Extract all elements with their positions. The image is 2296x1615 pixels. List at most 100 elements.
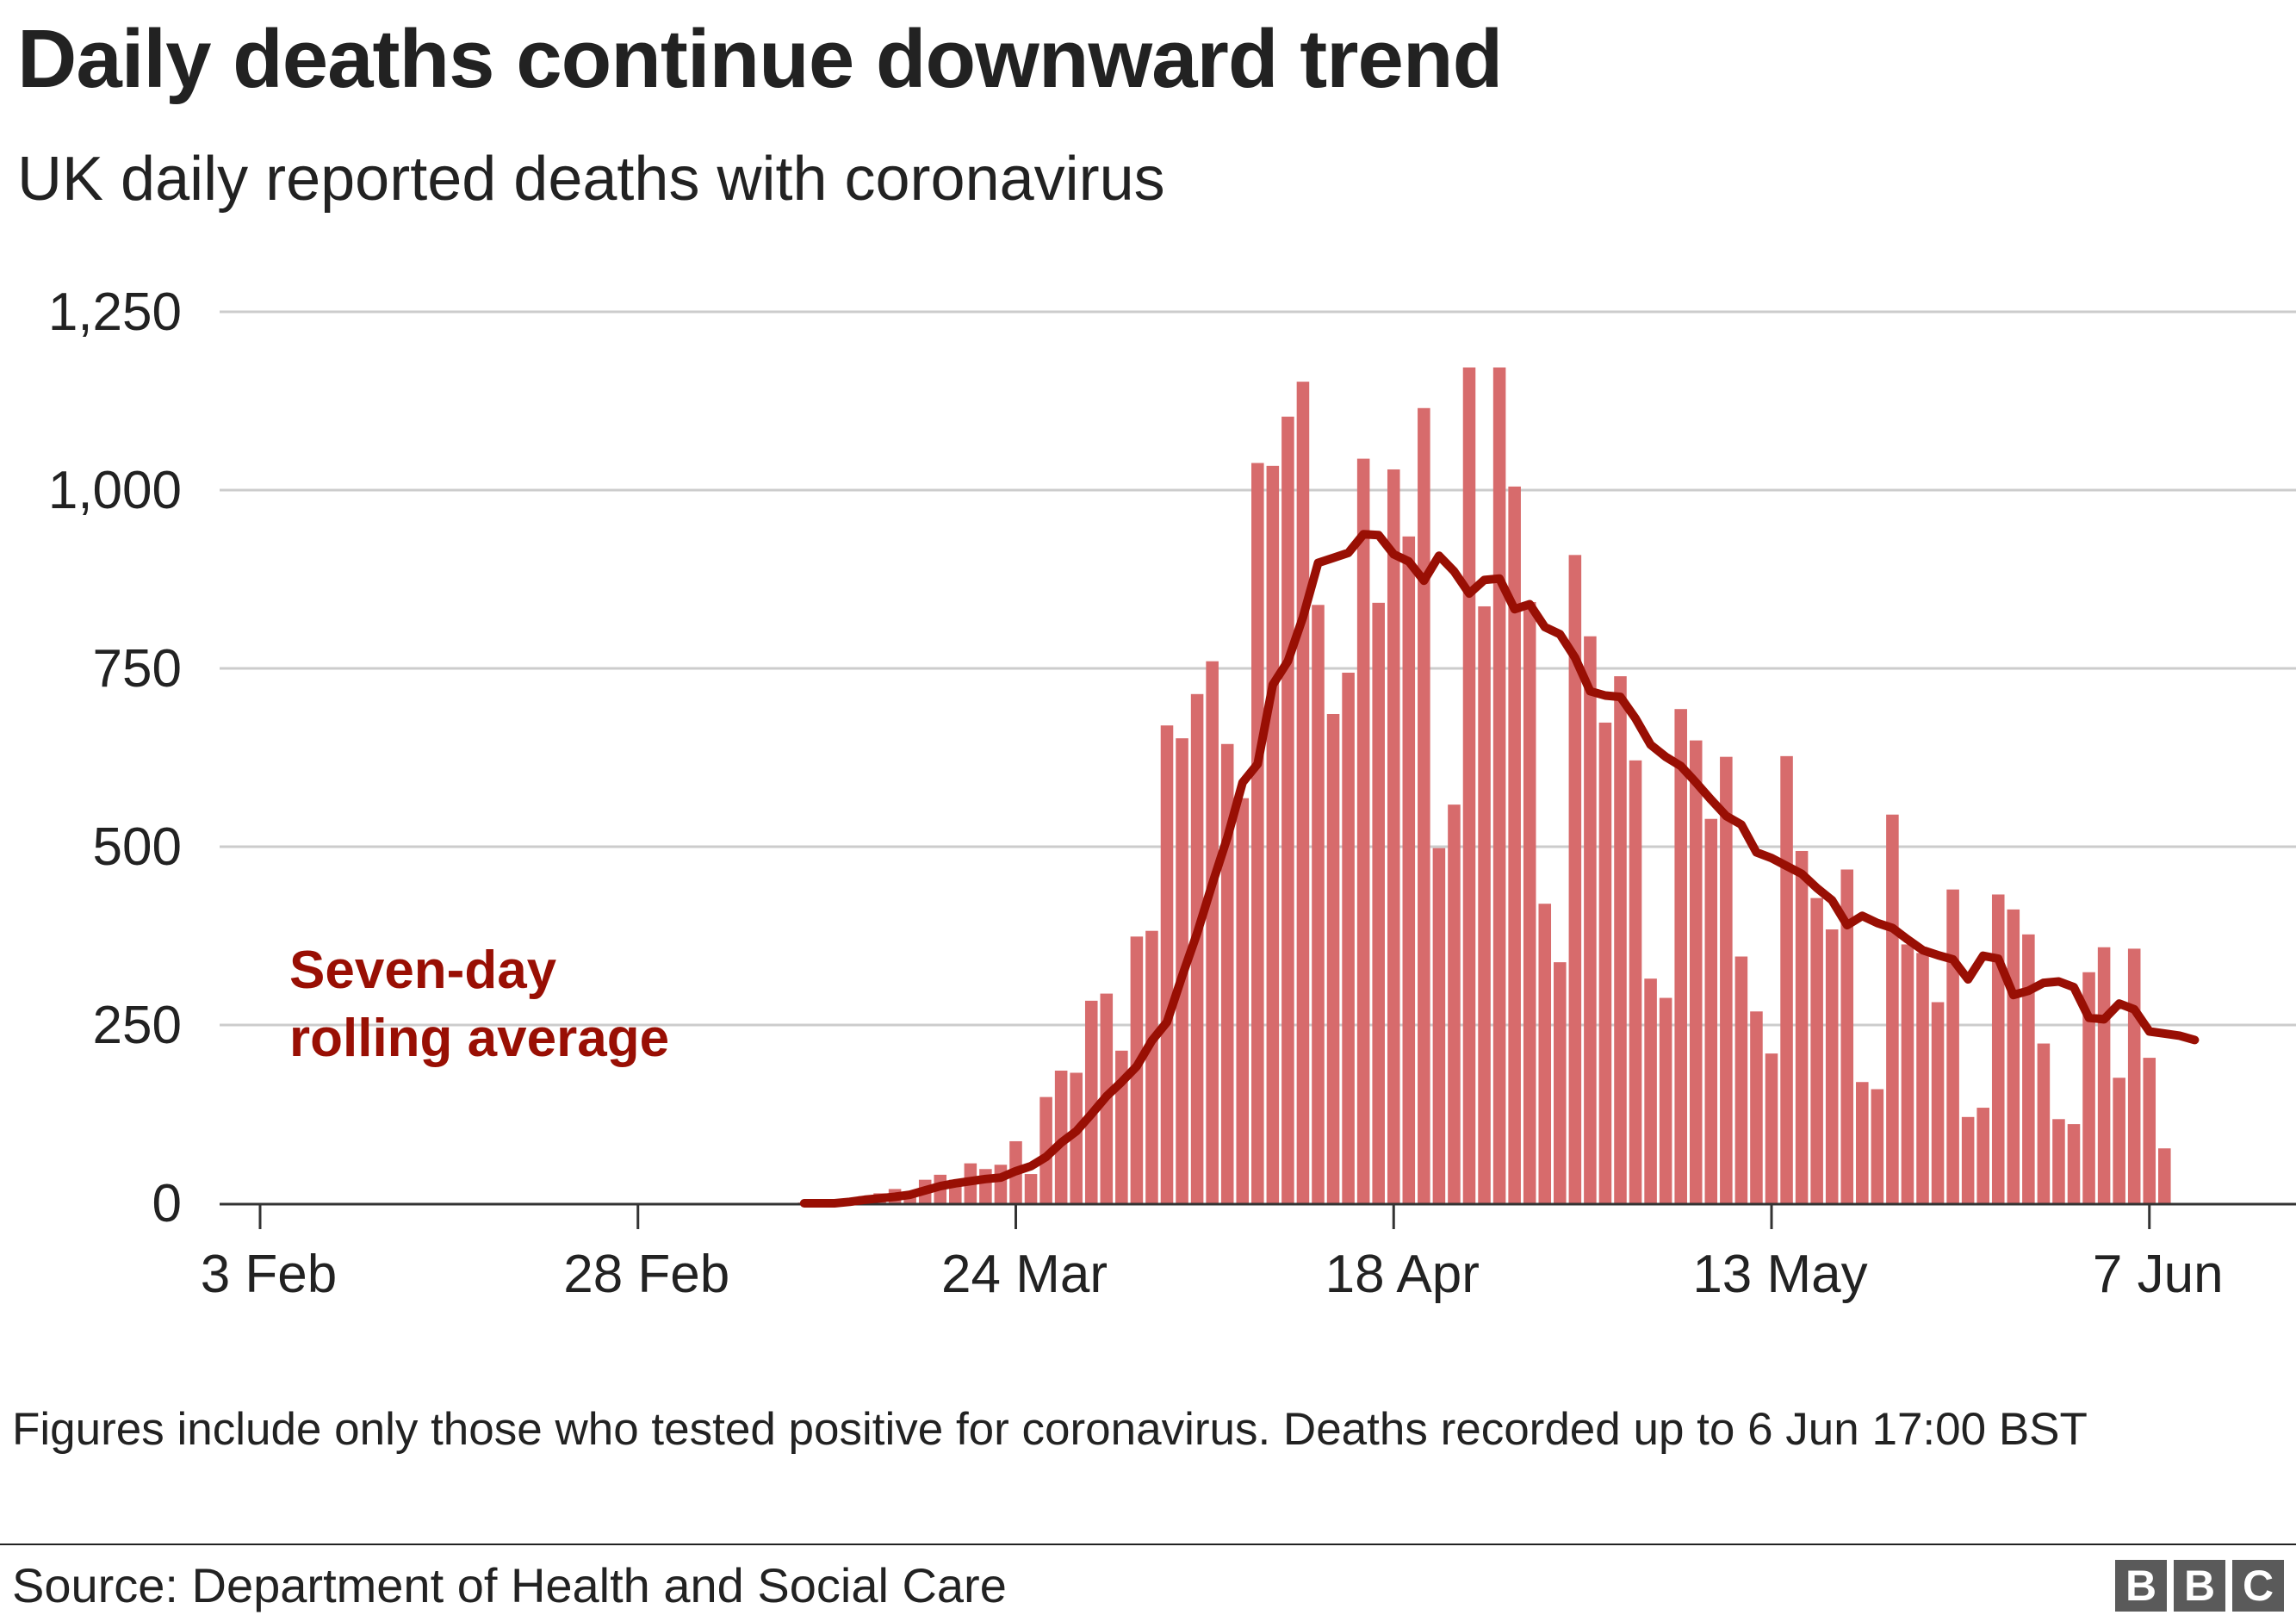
bar	[1296, 382, 1310, 1203]
bbc-logo-letter: B	[2115, 1560, 2167, 1612]
x-tick-label: 18 Apr	[1325, 1245, 1480, 1304]
bar	[1720, 756, 1733, 1203]
bbc-logo: B B C	[2115, 1560, 2284, 1612]
source-divider	[0, 1544, 2296, 1545]
chart-plot: 0 250 500 750 1,000 1,250 3 Feb 28 Feb 24 Mar 18…	[48, 283, 2296, 1304]
bar	[1568, 555, 1582, 1203]
bar	[1765, 1053, 1778, 1203]
y-tick-label: 0	[152, 1174, 182, 1233]
bar	[1402, 536, 1416, 1203]
bar	[2007, 909, 2020, 1203]
bar	[1070, 1072, 1083, 1203]
y-tick-label: 250	[93, 996, 182, 1055]
bar	[979, 1169, 992, 1203]
y-tick-label: 500	[93, 817, 182, 877]
bar	[1871, 1089, 1884, 1203]
y-tick-label: 750	[93, 639, 182, 699]
bar	[1312, 605, 1325, 1203]
bar	[1190, 693, 1204, 1203]
bar	[1356, 458, 1370, 1203]
bar	[2022, 934, 2035, 1203]
bar	[1750, 1011, 1763, 1203]
bar	[1629, 760, 1642, 1203]
bar	[1387, 469, 1400, 1203]
rolling-average-label-line-1: Seven-day	[289, 941, 557, 1000]
bar	[1991, 894, 2005, 1203]
bar	[1584, 636, 1597, 1203]
y-axis-tick-labels: 0 250 500 750 1,000 1,250	[48, 283, 182, 1233]
bar	[1780, 755, 1793, 1203]
bar	[1825, 929, 1839, 1203]
bar	[1418, 407, 1430, 1203]
bar	[2097, 947, 2111, 1203]
bar	[1432, 848, 1446, 1203]
footnote: Figures include only those who tested po…	[12, 1404, 2088, 1455]
bar	[2082, 972, 2095, 1203]
bar	[1901, 944, 1914, 1203]
x-axis-tick-labels: 3 Feb 28 Feb 24 Mar 18 Apr 13 May 7 Jun	[201, 1245, 2224, 1304]
bar	[2127, 948, 2141, 1203]
bbc-logo-letter: B	[2174, 1560, 2225, 1612]
bar	[1734, 956, 1748, 1203]
bar	[1024, 1174, 1038, 1203]
bar	[2067, 1124, 2081, 1203]
bar	[1462, 367, 1476, 1204]
bar	[1492, 367, 1506, 1204]
rolling-average-line	[799, 530, 2200, 1208]
bar	[1251, 463, 1264, 1203]
x-tick-label: 3 Feb	[201, 1245, 338, 1304]
bar	[1145, 930, 1158, 1203]
bar	[1614, 676, 1627, 1203]
bar	[2143, 1058, 2156, 1203]
bar	[1039, 1096, 1052, 1203]
bar	[1644, 978, 1657, 1203]
bar	[1840, 869, 1854, 1203]
bar	[1689, 740, 1703, 1203]
bar	[1084, 1000, 1098, 1203]
bar	[1448, 804, 1461, 1203]
bar	[1554, 962, 1567, 1203]
bar	[1659, 997, 1672, 1203]
bar	[994, 1165, 1008, 1203]
bbc-logo-letter: C	[2232, 1560, 2284, 1612]
bar	[1523, 601, 1536, 1203]
bar	[1916, 953, 1929, 1203]
chart-title: Daily deaths continue downward trend	[17, 13, 1503, 105]
bar	[1206, 661, 1219, 1203]
bar	[1326, 713, 1340, 1203]
bar	[1372, 602, 1385, 1203]
bar	[1961, 1116, 1975, 1203]
bar	[1342, 672, 1355, 1203]
y-tick-label: 1,000	[48, 461, 182, 520]
bar	[1946, 889, 1959, 1203]
bar	[1508, 486, 1521, 1203]
bar	[1160, 725, 1174, 1203]
bar	[1598, 722, 1612, 1203]
bar	[1281, 416, 1294, 1203]
bar	[1704, 818, 1718, 1203]
bars	[797, 367, 2171, 1204]
bar	[2052, 1119, 2065, 1203]
x-tick-label: 24 Mar	[941, 1245, 1108, 1304]
source-text: Source: Department of Health and Social …	[12, 1558, 1007, 1612]
bar	[2037, 1043, 2051, 1203]
bar	[1856, 1082, 1869, 1203]
chart-subtitle: UK daily reported deaths with coronaviru…	[17, 145, 1165, 214]
x-axis	[220, 1202, 2296, 1229]
bar	[1810, 898, 1823, 1203]
x-tick-label: 28 Feb	[563, 1245, 729, 1304]
y-tick-label: 1,250	[48, 283, 182, 342]
rolling-average-line-group	[799, 530, 2200, 1208]
rolling-average-label-line-2: rolling average	[289, 1009, 669, 1068]
bar	[2113, 1078, 2125, 1203]
bar	[1976, 1108, 1989, 1203]
bar	[2158, 1148, 2171, 1203]
bar	[1931, 1002, 1945, 1203]
bar	[1674, 709, 1687, 1203]
bar	[1236, 798, 1250, 1203]
bar	[1266, 465, 1280, 1203]
bar	[1054, 1070, 1068, 1203]
x-tick-label: 13 May	[1692, 1245, 1867, 1304]
bar	[1478, 606, 1491, 1203]
x-tick-label: 7 Jun	[2093, 1245, 2224, 1304]
